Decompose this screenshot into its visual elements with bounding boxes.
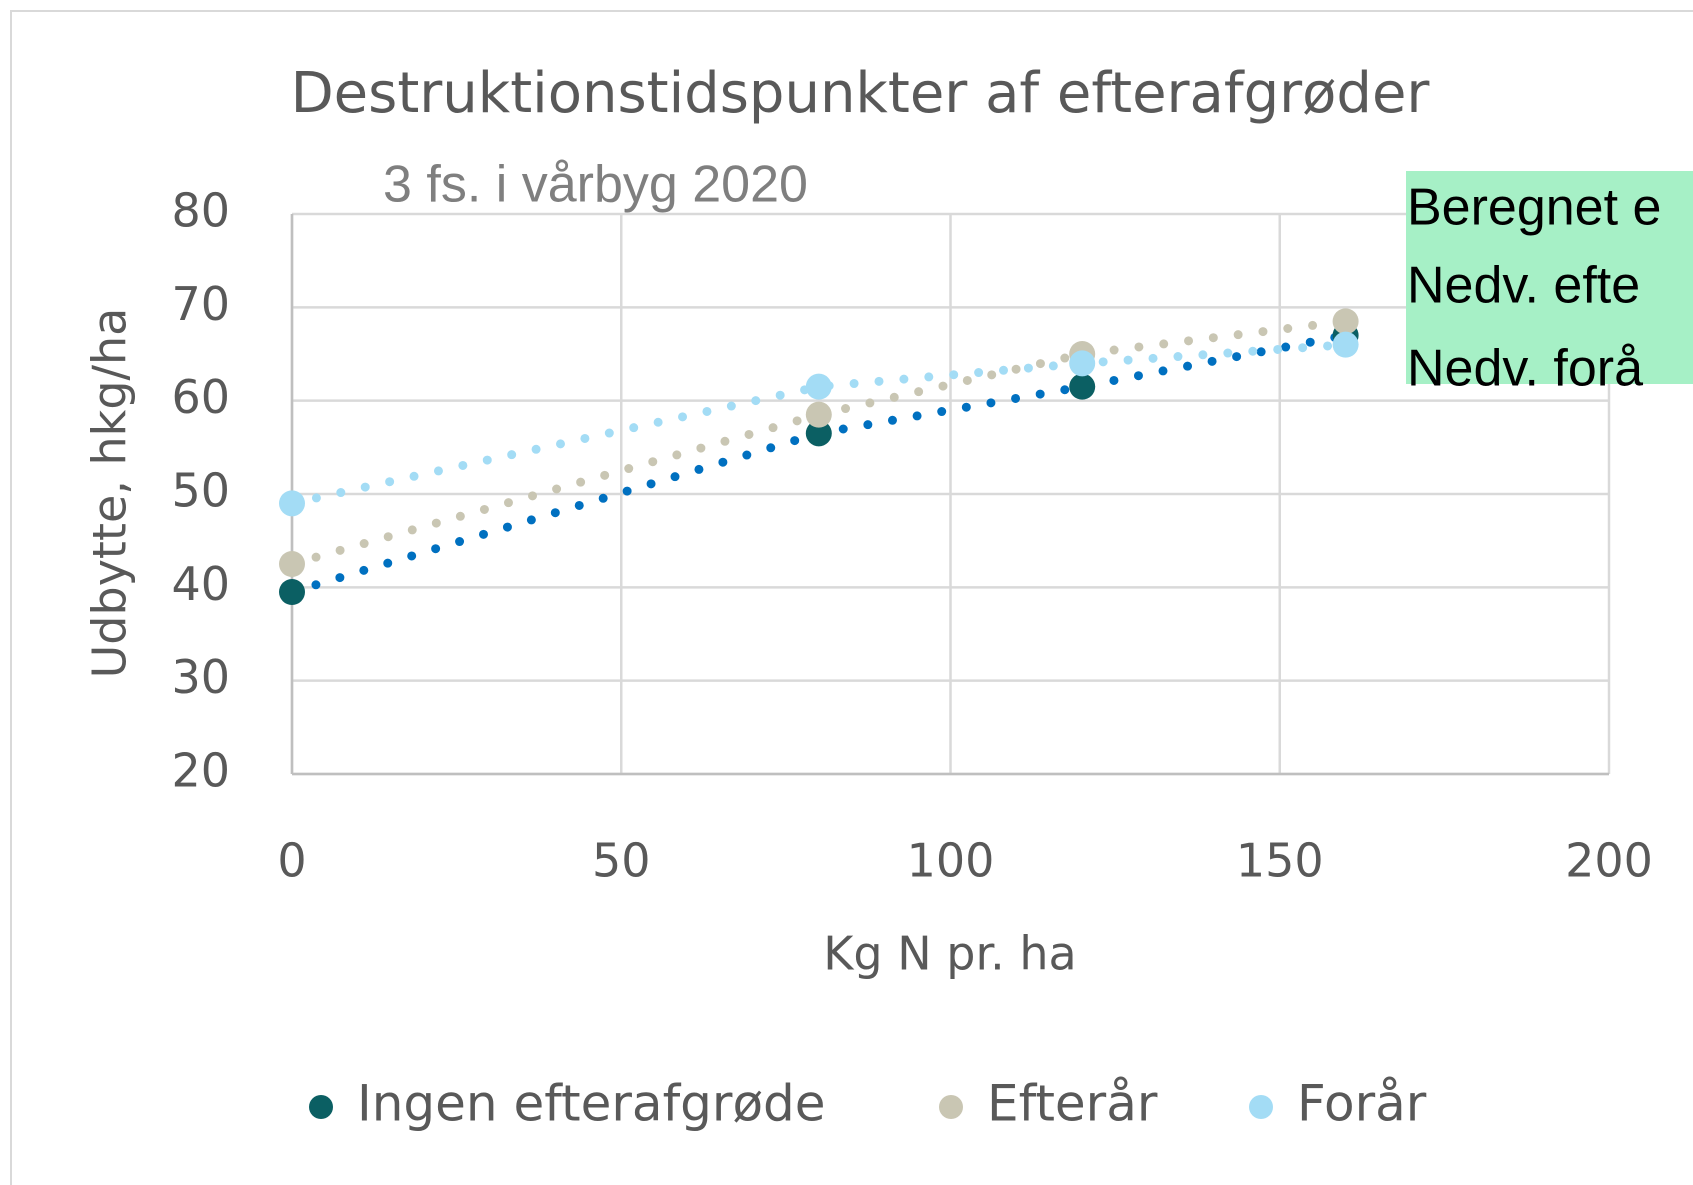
y-tick-label: 20: [171, 744, 230, 798]
legend-marker: [309, 1095, 333, 1119]
point: [1332, 331, 1359, 358]
trendline: [287, 316, 1351, 569]
annotation: Beregnet e: [1407, 179, 1661, 237]
annotation: Nedv. efte: [1407, 257, 1640, 315]
legend-marker: [1249, 1095, 1273, 1119]
y-tick-label: 40: [171, 557, 230, 611]
point: [279, 490, 305, 517]
point: [1332, 308, 1359, 335]
x-tick-label: 150: [1236, 834, 1324, 888]
y-tick-label: 60: [171, 370, 230, 424]
y-tick-label: 70: [171, 277, 230, 331]
chart-frame: [10, 10, 1693, 1185]
point: [805, 373, 832, 400]
legend-label: Ingen efterafgrøde: [357, 1075, 826, 1133]
y-tick-label: 80: [171, 184, 230, 238]
legend-marker: [939, 1095, 963, 1119]
chart-title: Destruktionstidspunkter af efterafgrøder: [291, 61, 1431, 126]
legend-label: Forår: [1297, 1075, 1427, 1133]
trendline: [287, 330, 1351, 597]
x-tick-label: 0: [277, 834, 306, 888]
point: [279, 551, 305, 577]
point: [805, 420, 832, 447]
point: [805, 401, 832, 428]
x-tick-label: 200: [1565, 834, 1653, 888]
point: [1069, 373, 1096, 400]
chart-subtitle: 3 fs. i vårbyg 2020: [383, 156, 808, 214]
x-axis-label: Kg N pr. ha: [823, 927, 1077, 981]
y-tick-label: 50: [171, 464, 230, 518]
annotation-box: [1406, 171, 1693, 384]
point: [279, 579, 305, 605]
legend-label: Efterår: [987, 1075, 1158, 1133]
annotation: Nedv. forå: [1407, 340, 1643, 398]
y-tick-label: 30: [171, 650, 230, 704]
y-axis-label: Udbytte, hkg/ha: [83, 308, 137, 679]
x-tick-label: 50: [592, 834, 651, 888]
trendline: [287, 340, 1351, 508]
point: [1069, 350, 1096, 377]
x-tick-label: 100: [907, 834, 995, 888]
